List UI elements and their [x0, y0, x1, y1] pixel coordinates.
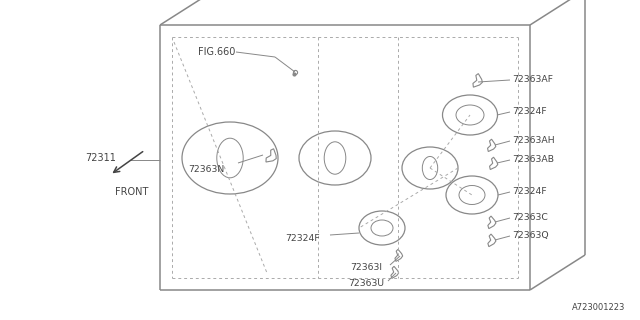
Polygon shape	[488, 234, 496, 247]
Text: 72363Q: 72363Q	[512, 230, 548, 239]
Text: 72363C: 72363C	[512, 212, 548, 221]
Text: 72363AF: 72363AF	[512, 75, 553, 84]
Text: 72363AB: 72363AB	[512, 155, 554, 164]
Text: 72363AH: 72363AH	[512, 135, 555, 145]
Polygon shape	[391, 266, 399, 278]
Text: 72324F: 72324F	[285, 234, 319, 243]
Polygon shape	[488, 216, 496, 229]
Text: 72324F: 72324F	[512, 187, 547, 196]
Text: 72363N: 72363N	[188, 164, 224, 173]
Polygon shape	[488, 139, 496, 151]
Text: 72363U: 72363U	[348, 278, 384, 287]
Polygon shape	[473, 74, 483, 87]
Text: 72324F: 72324F	[512, 107, 547, 116]
Text: FIG.660: FIG.660	[198, 47, 236, 57]
Text: A723001223: A723001223	[572, 303, 625, 313]
Polygon shape	[395, 249, 403, 261]
Polygon shape	[266, 149, 276, 162]
Polygon shape	[490, 157, 498, 170]
Text: 72311: 72311	[85, 153, 116, 163]
Text: 72363I: 72363I	[350, 263, 382, 273]
Text: FRONT: FRONT	[115, 187, 148, 197]
